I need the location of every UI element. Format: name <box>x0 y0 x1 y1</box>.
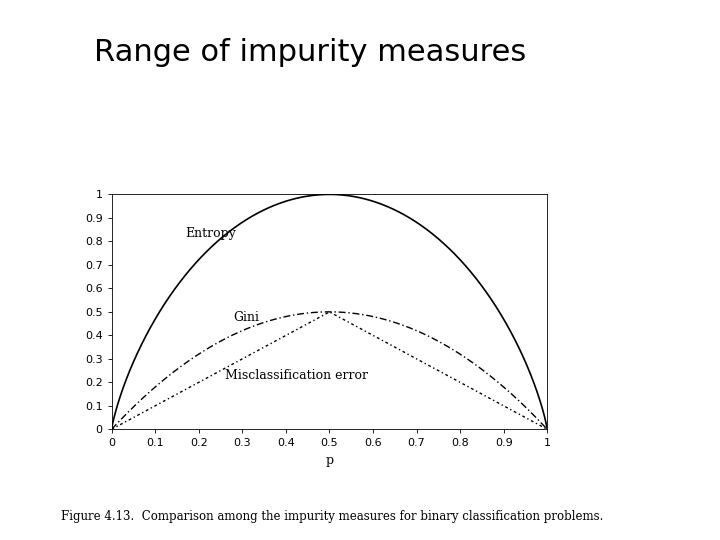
Text: Range of impurity measures: Range of impurity measures <box>94 38 526 67</box>
Text: Entropy: Entropy <box>186 227 237 240</box>
Text: Figure 4.13.  Comparison among the impurity measures for binary classification p: Figure 4.13. Comparison among the impuri… <box>61 510 603 523</box>
X-axis label: p: p <box>325 454 333 467</box>
Text: Misclassification error: Misclassification error <box>225 369 368 382</box>
Text: Gini: Gini <box>233 311 260 324</box>
